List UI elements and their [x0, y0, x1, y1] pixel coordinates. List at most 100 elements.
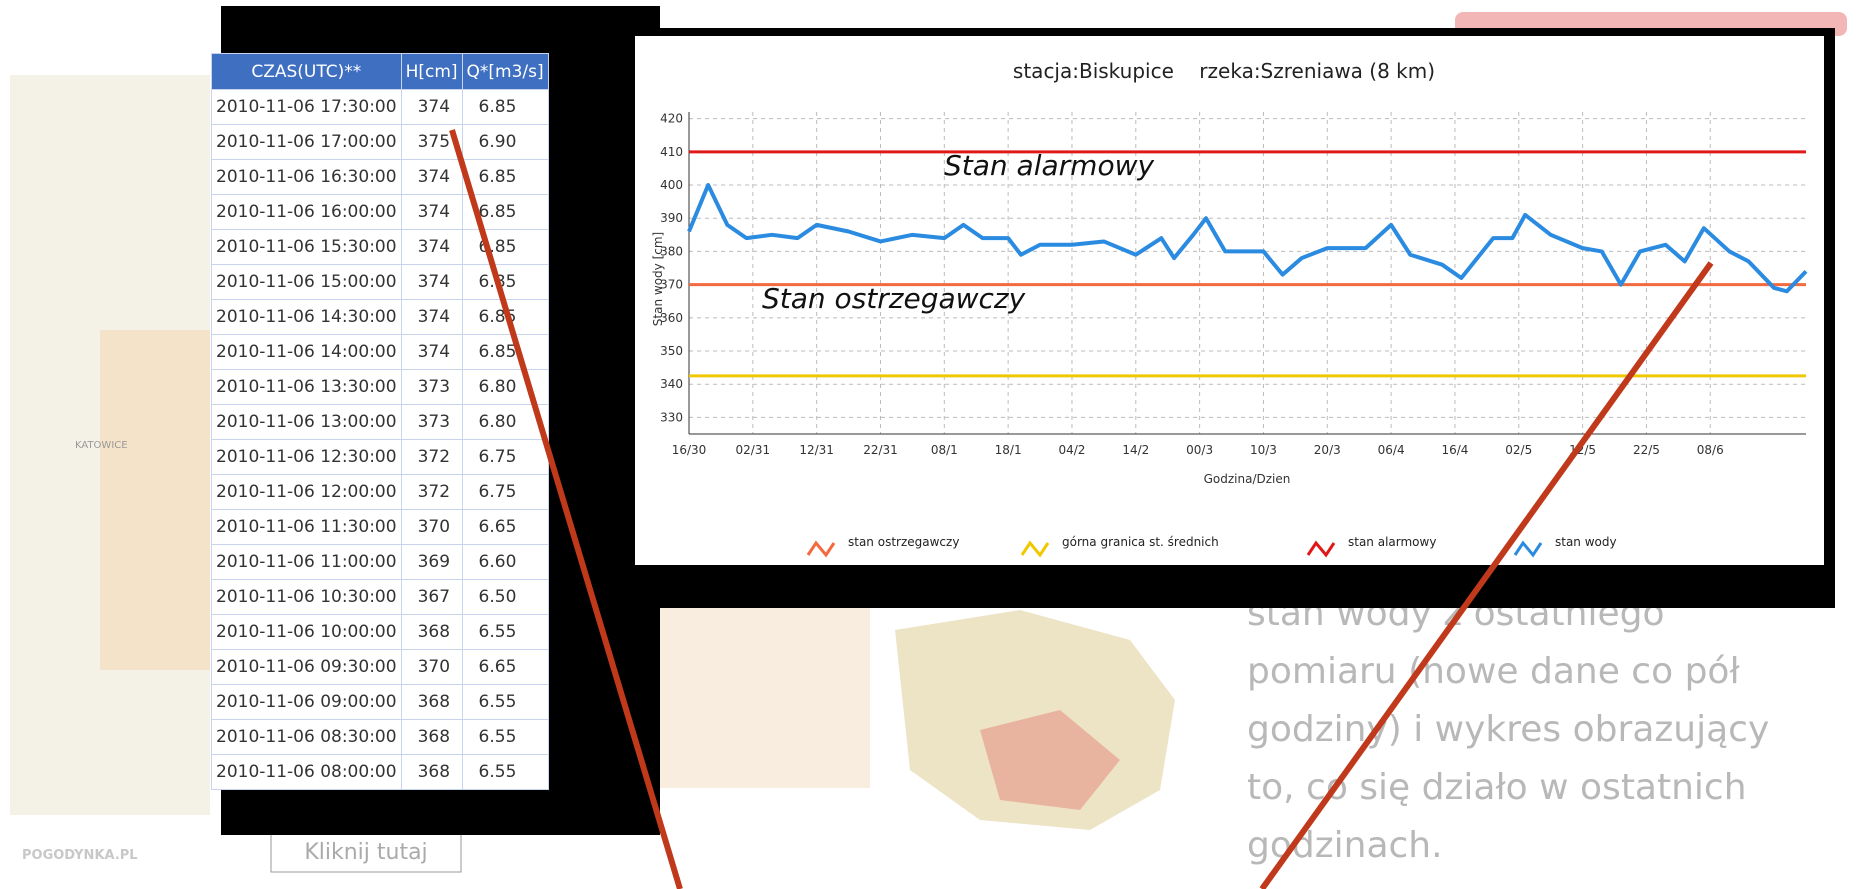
body-text: to, co się działo w ostatnich: [1247, 767, 1747, 808]
table-cell: 373: [401, 405, 462, 440]
legend-label: górna granica st. średnich: [1062, 535, 1219, 549]
y-tick-label: 380: [660, 244, 683, 258]
table-cell: 374: [401, 160, 462, 195]
table-cell: 2010-11-06 17:00:00: [212, 125, 402, 160]
column-header: CZAS(UTC)**: [212, 54, 402, 90]
y-tick-label: 340: [660, 377, 683, 391]
x-tick-label: 12/31: [799, 443, 834, 457]
table-cell: 6.80: [462, 370, 548, 405]
table-cell: 374: [401, 90, 462, 125]
table-cell: 367: [401, 580, 462, 615]
table-cell: 2010-11-06 11:00:00: [212, 545, 402, 580]
x-tick-label: 08/6: [1697, 443, 1724, 457]
annotation: Stan alarmowy: [944, 149, 1154, 182]
x-tick-label: 04/2: [1058, 443, 1085, 457]
table-cell: 6.75: [462, 440, 548, 475]
table-cell: 372: [401, 440, 462, 475]
table-cell: 6.85: [462, 300, 548, 335]
table-cell: 6.65: [462, 510, 548, 545]
page: KATOWICE POGODYNKA.PL Kliknij tutaj stan…: [0, 0, 1863, 889]
y-tick-label: 410: [660, 145, 683, 159]
table-cell: 372: [401, 475, 462, 510]
x-tick-label: 22/31: [863, 443, 898, 457]
x-tick-label: 08/1: [931, 443, 958, 457]
table-cell: 2010-11-06 16:30:00: [212, 160, 402, 195]
body-text: pomiaru (nowe dane co pół: [1247, 651, 1740, 692]
table-cell: 370: [401, 650, 462, 685]
y-tick-label: 390: [660, 211, 683, 225]
table-cell: 6.85: [462, 265, 548, 300]
table-cell: 374: [401, 265, 462, 300]
logo: POGODYNKA.PL: [22, 848, 138, 863]
table-cell: 2010-11-06 13:00:00: [212, 405, 402, 440]
table-cell: 6.55: [462, 755, 548, 790]
x-tick-label: 10/3: [1250, 443, 1277, 457]
map-label: KATOWICE: [75, 440, 128, 451]
body-text: godzinach.: [1247, 825, 1443, 866]
column-header: Q*[m3/s]: [462, 54, 548, 90]
legend-label: stan ostrzegawczy: [848, 535, 959, 549]
table-cell: 2010-11-06 10:00:00: [212, 615, 402, 650]
table-cell: 2010-11-06 15:00:00: [212, 265, 402, 300]
x-tick-label: 20/3: [1314, 443, 1341, 457]
button-label[interactable]: Kliknij tutaj: [304, 840, 427, 865]
map-region: [100, 330, 210, 670]
table-cell: 370: [401, 510, 462, 545]
table-cell: 375: [401, 125, 462, 160]
y-tick-label: 420: [660, 112, 683, 126]
table-cell: 6.55: [462, 720, 548, 755]
table-cell: 2010-11-06 09:00:00: [212, 685, 402, 720]
body-text: godziny) i wykres obrazujący: [1247, 709, 1769, 750]
table-cell: 374: [401, 335, 462, 370]
table-cell: 2010-11-06 14:30:00: [212, 300, 402, 335]
x-tick-label: 12/5: [1569, 443, 1596, 457]
table-cell: 368: [401, 615, 462, 650]
annotation: Stan ostrzegawczy: [762, 282, 1026, 315]
x-tick-label: 02/5: [1505, 443, 1532, 457]
x-tick-label: 16/4: [1441, 443, 1468, 457]
table-cell: 374: [401, 195, 462, 230]
table-cell: 2010-11-06 08:30:00: [212, 720, 402, 755]
x-tick-label: 02/31: [736, 443, 771, 457]
table-cell: 6.90: [462, 125, 548, 160]
table-cell: 6.85: [462, 90, 548, 125]
map-middle: [660, 608, 870, 788]
table-cell: 368: [401, 755, 462, 790]
table-cell: 2010-11-06 12:30:00: [212, 440, 402, 475]
table-cell: 6.85: [462, 335, 548, 370]
table-cell: 2010-11-06 08:00:00: [212, 755, 402, 790]
table-cell: 6.75: [462, 475, 548, 510]
column-header: H[cm]: [401, 54, 462, 90]
table-cell: 2010-11-06 13:30:00: [212, 370, 402, 405]
table-cell: 6.50: [462, 580, 548, 615]
y-tick-label: 360: [660, 311, 683, 325]
table-cell: 2010-11-06 17:30:00: [212, 90, 402, 125]
x-tick-label: 22/5: [1633, 443, 1660, 457]
table-cell: 6.60: [462, 545, 548, 580]
table-cell: 2010-11-06 12:00:00: [212, 475, 402, 510]
legend-label: stan wody: [1555, 535, 1617, 549]
data-table: CZAS(UTC)**H[cm]Q*[m3/s] 2010-11-06 17:30…: [211, 53, 549, 790]
table-cell: 2010-11-06 10:30:00: [212, 580, 402, 615]
table-cell: 6.55: [462, 615, 548, 650]
table-cell: 368: [401, 685, 462, 720]
x-tick-label: 00/3: [1186, 443, 1213, 457]
legend-label: stan alarmowy: [1348, 535, 1436, 549]
y-tick-label: 370: [660, 278, 683, 292]
table-cell: 373: [401, 370, 462, 405]
x-tick-label: 18/1: [995, 443, 1022, 457]
table-cell: 6.85: [462, 230, 548, 265]
x-tick-label: 16/30: [672, 443, 707, 457]
table-cell: 369: [401, 545, 462, 580]
table-cell: 2010-11-06 09:30:00: [212, 650, 402, 685]
table-cell: 6.85: [462, 195, 548, 230]
table-cell: 6.85: [462, 160, 548, 195]
chart-title: stacja:Biskupice rzeka:Szreniawa (8 km): [1013, 59, 1435, 83]
y-tick-label: 350: [660, 344, 683, 358]
table-cell: 2010-11-06 15:30:00: [212, 230, 402, 265]
table-cell: 2010-11-06 14:00:00: [212, 335, 402, 370]
table-cell: 368: [401, 720, 462, 755]
y-tick-label: 330: [660, 410, 683, 424]
table-cell: 374: [401, 230, 462, 265]
table-cell: 2010-11-06 16:00:00: [212, 195, 402, 230]
